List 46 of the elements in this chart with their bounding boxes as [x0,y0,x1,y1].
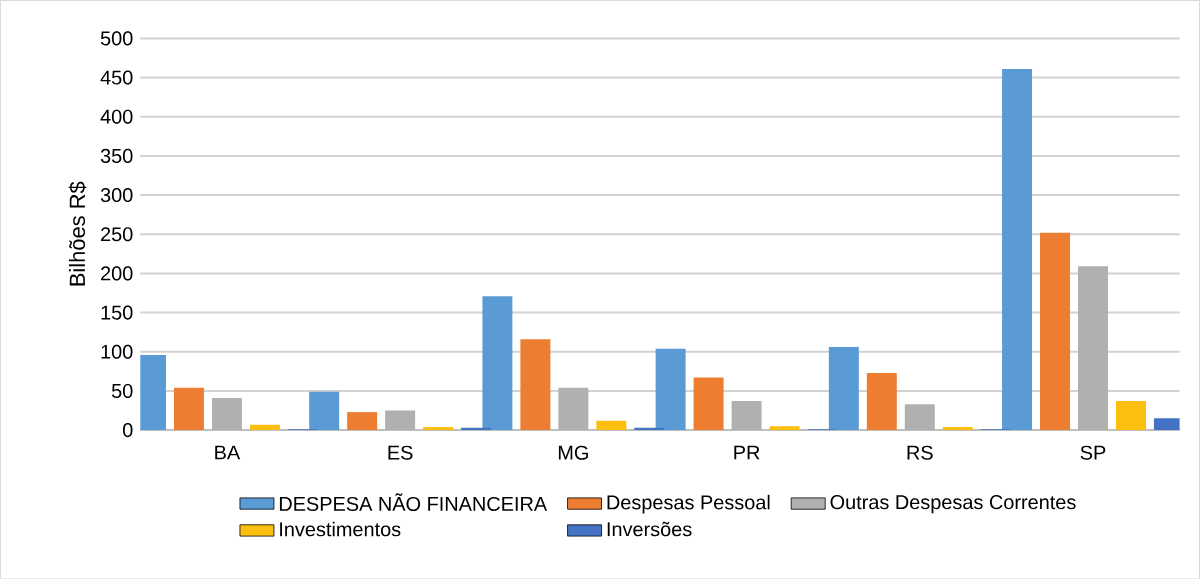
y-tick-label: 450 [100,70,133,85]
y-tick-label: 200 [101,266,133,281]
bar [1078,266,1108,430]
bar [558,387,589,430]
bar [482,295,513,430]
legend-label: Despesas Pessoal [607,494,770,514]
bar [309,391,340,430]
bar [866,372,897,430]
bar [1115,400,1146,430]
x-tick-label: PR [734,445,760,460]
bar [655,348,686,430]
bar [385,410,416,430]
bar [211,397,242,430]
legend-label: Inversões [607,521,692,537]
y-tick-label: 500 [100,31,133,46]
y-tick-label: 0 [122,422,133,437]
bar [1002,68,1033,430]
x-tick-label: MG [558,445,588,460]
bar [423,426,454,430]
y-tick-label: 400 [100,109,133,124]
x-tick-label: SP [1080,445,1106,460]
legend-label: DESPESA NÃO FINANCEIRA [279,493,548,511]
bar [596,420,627,430]
bar [769,425,800,430]
y-tick-label: 50 [111,383,133,398]
x-tick-label: ES [388,445,413,460]
y-tick-label: 350 [100,148,133,163]
bar [904,404,935,430]
y-tick-label: 100 [101,344,133,359]
bar [347,411,378,430]
bar [828,346,859,430]
bar [249,424,280,430]
bar [1040,232,1071,430]
bar [520,339,551,430]
legend-label: Outras Despesas Correntes [830,494,1076,513]
y-tick-label: 300 [100,187,133,202]
legend-label: Investimentos [280,521,401,537]
x-tick-label: RS [907,445,933,460]
x-tick-label: BA [215,445,241,460]
bar [173,387,204,430]
bar [693,377,724,430]
y-axis-title: Bilhões R$ [68,181,87,286]
y-tick-label: 150 [101,305,133,320]
y-tick-label: 250 [101,227,133,242]
bar [731,400,762,430]
bar [942,426,973,430]
